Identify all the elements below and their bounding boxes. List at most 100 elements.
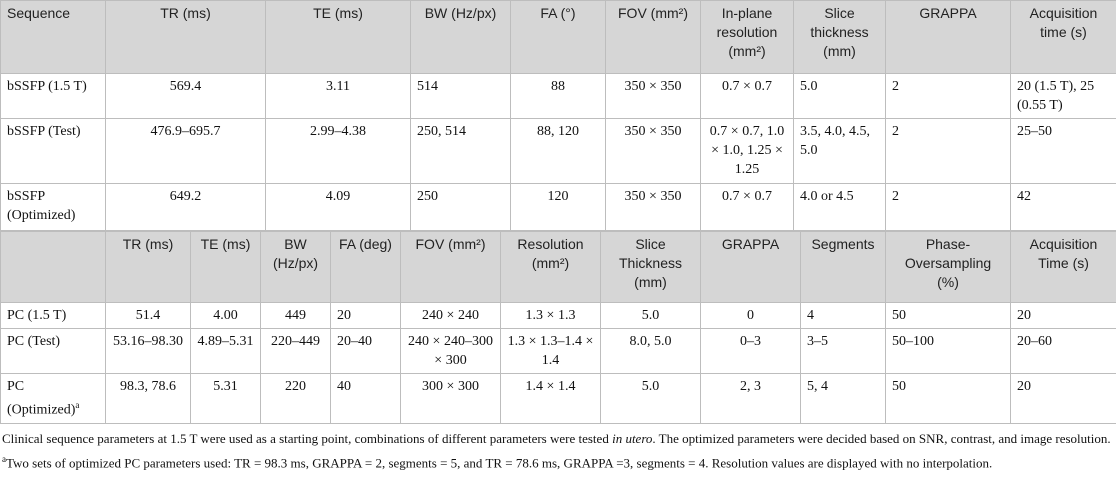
cell: 2, 3 <box>700 373 801 424</box>
cell: 220 <box>260 373 331 424</box>
header-row: Sequence TR (ms) TE (ms) BW (Hz/px) FA (°) FO… <box>0 0 1116 74</box>
cell: 20 <box>1010 302 1116 329</box>
cell: 250 <box>410 183 511 231</box>
header-cell: Resolution (mm²) <box>500 231 601 303</box>
row: PC (1.5 T) 51.4 4.00 449 20 240 × 240 1.3 × 1.… <box>0 302 1116 329</box>
header-cell: FOV (mm²) <box>400 231 501 303</box>
footnote-text: Two sets of optimized PC parameters used… <box>6 454 993 470</box>
header-cell: TR (ms) <box>105 231 191 303</box>
superscript: a <box>75 400 80 410</box>
header-row: TR (ms) TE (ms) BW (Hz/px) FA (deg) FOV (mm²… <box>0 231 1116 303</box>
cell: 20 <box>330 302 401 329</box>
cell-text: PC (Optimized) <box>7 379 76 418</box>
cell: 88, 120 <box>510 118 606 184</box>
header-cell: GRAPPA <box>700 231 801 303</box>
cell: 4.09 <box>265 183 411 231</box>
cell: 1.3 × 1.3–1.4 × 1.4 <box>500 328 601 374</box>
cell: PC (Test) <box>0 328 106 374</box>
note-text: . The optimized parameters were decided … <box>652 430 1111 446</box>
cell: 5.0 <box>793 73 886 119</box>
cell: 5, 4 <box>800 373 886 424</box>
cell: 3.11 <box>265 73 411 119</box>
cell: 50 <box>885 373 1011 424</box>
cell: 53.16–98.30 <box>105 328 191 374</box>
cell: 120 <box>510 183 606 231</box>
cell: 20–40 <box>330 328 401 374</box>
cell: 0.7 × 0.7 <box>700 183 794 231</box>
row: bSSFP (1.5 T) 569.4 3.11 514 88 350 × 350 0.7 … <box>0 73 1116 119</box>
cell: 3–5 <box>800 328 886 374</box>
cell: 20 <box>1010 373 1116 424</box>
cell: 0.7 × 0.7 <box>700 73 794 119</box>
header-cell: Slice thickness (mm) <box>793 0 886 74</box>
cell: bSSFP (Optimized) <box>0 183 106 231</box>
header-cell: Acquisition time (s) <box>1010 0 1116 74</box>
note: Clinical sequence parameters at 1.5 T we… <box>2 430 1112 448</box>
cell: 0.7 × 0.7, 1.0 × 1.0, 1.25 × 1.25 <box>700 118 794 184</box>
footnote: aTwo sets of optimized PC parameters use… <box>2 450 1112 472</box>
note-text: in utero <box>612 430 653 446</box>
cell: 88 <box>510 73 606 119</box>
cell: 25–50 <box>1010 118 1116 184</box>
cell: 220–449 <box>260 328 331 374</box>
header-cell: Slice Thickness (mm) <box>600 231 701 303</box>
header-cell: Sequence <box>0 0 106 74</box>
cell: 4.0 or 4.5 <box>793 183 886 231</box>
cell: 2 <box>885 183 1011 231</box>
header-cell: BW (Hz/px) <box>260 231 331 303</box>
header-cell <box>0 231 106 303</box>
cell: 4.00 <box>190 302 261 329</box>
cell: 350 × 350 <box>605 73 701 119</box>
cell: 20–60 <box>1010 328 1116 374</box>
cell: 2 <box>885 118 1011 184</box>
cell: 50 <box>885 302 1011 329</box>
superscript: a <box>2 453 6 464</box>
header-cell: Phase-Oversampling (%) <box>885 231 1011 303</box>
cell: 1.4 × 1.4 <box>500 373 601 424</box>
note-text: Clinical sequence parameters at 1.5 T we… <box>2 430 613 446</box>
cell: 8.0, 5.0 <box>600 328 701 374</box>
cell: 240 × 240 <box>400 302 501 329</box>
cell: 449 <box>260 302 331 329</box>
table-top: Sequence TR (ms) TE (ms) BW (Hz/px) FA (°) FO… <box>0 0 1116 231</box>
cell: 5.0 <box>600 302 701 329</box>
cell: 350 × 350 <box>605 118 701 184</box>
header-cell: TE (ms) <box>265 0 411 74</box>
cell: 514 <box>410 73 511 119</box>
header-cell: BW (Hz/px) <box>410 0 511 74</box>
cell: 51.4 <box>105 302 191 329</box>
cell: 0–3 <box>700 328 801 374</box>
cell: 50–100 <box>885 328 1011 374</box>
row: bSSFP (Test) 476.9–695.7 2.99–4.38 250, 514… <box>0 118 1116 184</box>
cell: 20 (1.5 T), 25 (0.55 T) <box>1010 73 1116 119</box>
cell: bSSFP (Test) <box>0 118 106 184</box>
header-cell: FA (°) <box>510 0 606 74</box>
cell: 649.2 <box>105 183 266 231</box>
cell: 350 × 350 <box>605 183 701 231</box>
notes: Clinical sequence parameters at 1.5 T we… <box>0 424 1116 472</box>
header-cell: In-plane resolution (mm²) <box>700 0 794 74</box>
header-cell: GRAPPA <box>885 0 1011 74</box>
cell: bSSFP (1.5 T) <box>0 73 106 119</box>
cell: 3.5, 4.0, 4.5, 5.0 <box>793 118 886 184</box>
cell: 98.3, 78.6 <box>105 373 191 424</box>
cell: PC (1.5 T) <box>0 302 106 329</box>
row: bSSFP (Optimized) 649.2 4.09 250 120 350 × 35… <box>0 183 1116 231</box>
header-cell: TE (ms) <box>190 231 261 303</box>
cell: 4.89–5.31 <box>190 328 261 374</box>
cell: 5.0 <box>600 373 701 424</box>
cell: 1.3 × 1.3 <box>500 302 601 329</box>
cell: 569.4 <box>105 73 266 119</box>
cell: 40 <box>330 373 401 424</box>
cell: 5.31 <box>190 373 261 424</box>
cell: PC (Optimized)a <box>0 373 106 424</box>
cell: 476.9–695.7 <box>105 118 266 184</box>
table-bottom: TR (ms) TE (ms) BW (Hz/px) FA (deg) FOV (mm²… <box>0 231 1116 424</box>
header-cell: FOV (mm²) <box>605 0 701 74</box>
header-cell: TR (ms) <box>105 0 266 74</box>
cell: 42 <box>1010 183 1116 231</box>
row: PC (Test) 53.16–98.30 4.89–5.31 220–449 20–4… <box>0 328 1116 374</box>
cell: 2.99–4.38 <box>265 118 411 184</box>
header-cell: Acquisition Time (s) <box>1010 231 1116 303</box>
